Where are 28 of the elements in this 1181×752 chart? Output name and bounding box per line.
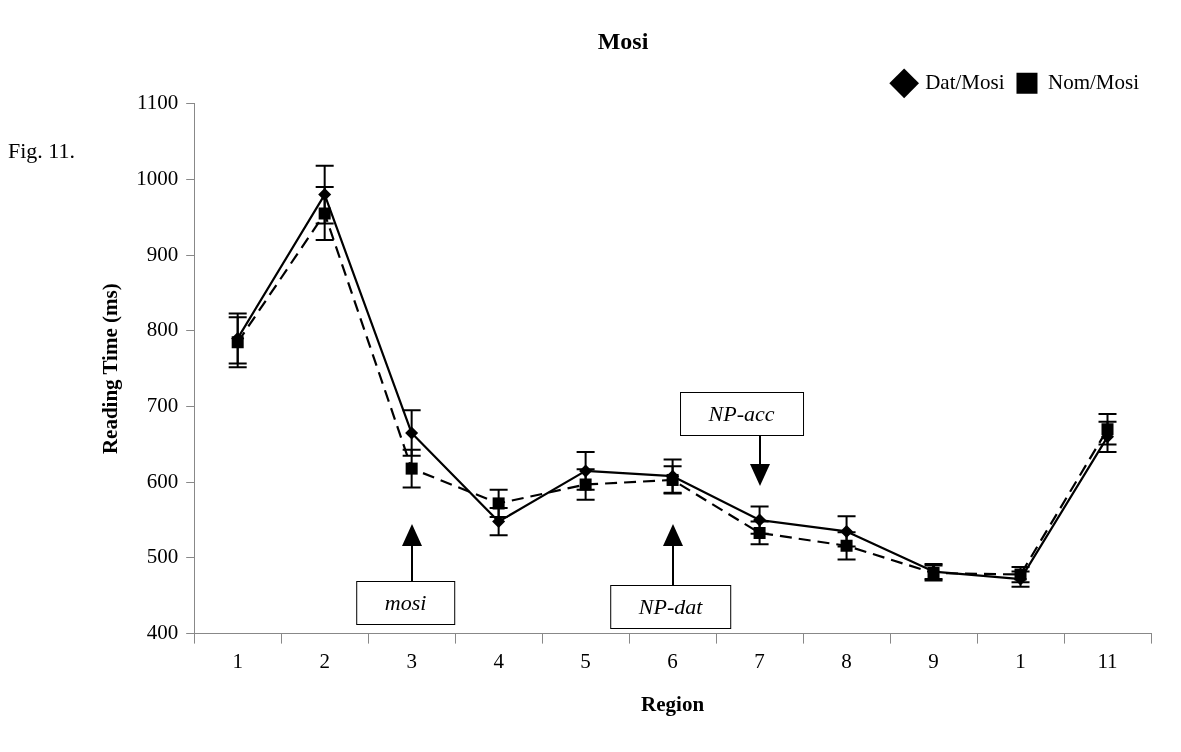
x-axis-title: Region <box>641 691 705 716</box>
y-tick-label: 500 <box>146 544 179 569</box>
y-tick-label: 1100 <box>136 90 179 115</box>
annotation: mosi <box>355 581 456 626</box>
x-tick-label: 3 <box>406 648 417 673</box>
x-tick-label: 6 <box>667 648 678 673</box>
y-tick-label: 1000 <box>136 166 179 190</box>
x-tick-label: 1 <box>232 648 243 673</box>
y-tick-label: 700 <box>146 393 179 418</box>
y-tick-label: 800 <box>146 317 179 342</box>
annotation: NP-acc <box>679 392 804 437</box>
caption: Fig. 11. <box>8 137 76 163</box>
x-tick-label: 1 <box>1015 648 1026 673</box>
legend-label: Nom/Mosi <box>1047 69 1140 94</box>
y-tick-label: 600 <box>146 468 179 493</box>
x-tick-label: 4 <box>493 648 505 673</box>
x-tick-label: 2 <box>319 648 330 673</box>
x-tick-label: 9 <box>928 648 939 673</box>
chart-title: Mosi <box>597 27 649 54</box>
legend-label: Dat/Mosi <box>925 69 1005 94</box>
y-tick-label: 900 <box>146 241 179 266</box>
x-tick-label: 11 <box>1097 648 1118 673</box>
x-tick-label: 8 <box>841 648 852 673</box>
x-tick-label: 7 <box>754 648 765 673</box>
y-tick-label: 400 <box>146 620 179 645</box>
y-axis-title: Reading Time (ms) <box>98 283 123 455</box>
annotation: NP-dat <box>609 585 732 630</box>
x-tick-label: 5 <box>580 648 591 673</box>
